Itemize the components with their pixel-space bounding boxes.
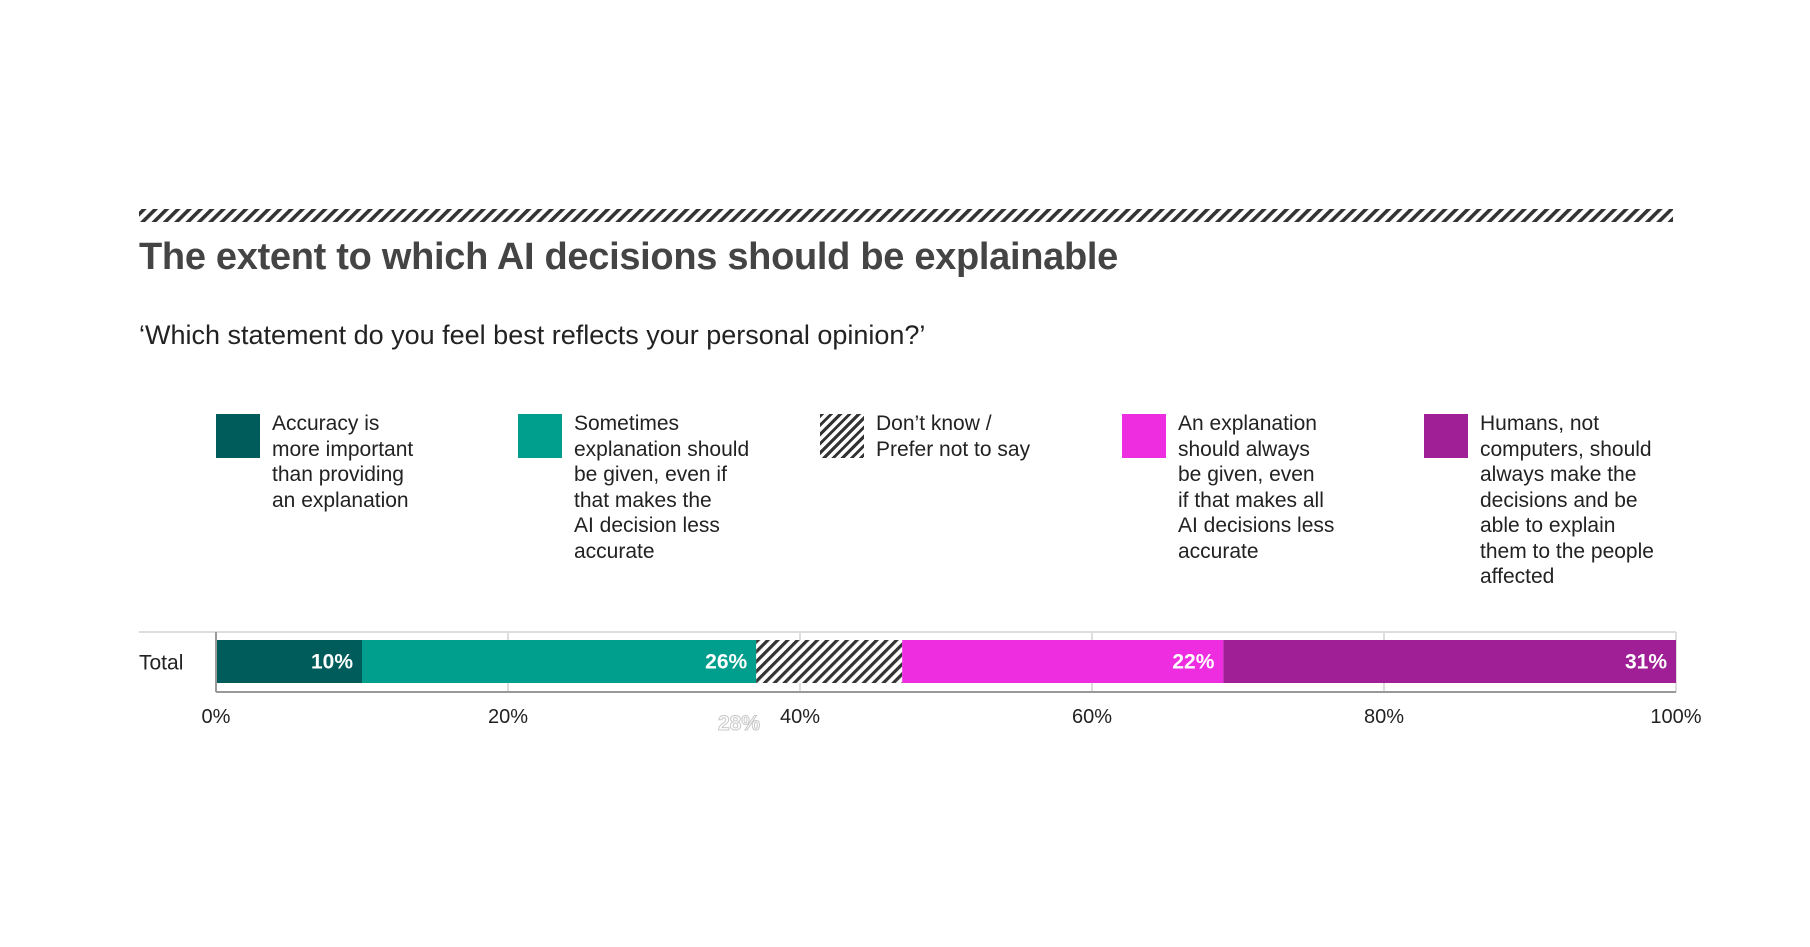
legend-item-humans: Humans, not computers, should always mak… <box>1424 412 1680 590</box>
legend-swatch <box>518 414 562 458</box>
data-label-3: 22% <box>1172 651 1214 674</box>
category-label: Total <box>139 652 183 675</box>
legend-swatch <box>820 414 864 458</box>
top-hatch-rule <box>139 209 1673 222</box>
bar-segment-0 <box>216 640 362 683</box>
bar-segment-1 <box>362 640 757 683</box>
bar-layer: 10% 26% 22% 31% <box>216 640 1676 683</box>
chart-title: The extent to which AI decisions should … <box>139 236 1119 278</box>
bar-segment-3 <box>902 640 1224 683</box>
bar-segment-2 <box>756 640 903 683</box>
legend-item-sometimes: Sometimes explanation should be given, e… <box>518 412 774 564</box>
data-label-4: 31% <box>1625 651 1667 674</box>
legend-label: Don’t know / Prefer not to say <box>876 412 1031 461</box>
legend-item-always-explain: An explanation should always be given, e… <box>1122 412 1378 564</box>
chart-subtitle: ‘Which statement do you feel best reflec… <box>139 320 926 350</box>
legend-label: An explanation should always be given, e… <box>1178 412 1335 563</box>
x-tick-label: 40% <box>780 706 820 728</box>
bar-segment-4 <box>1223 640 1676 683</box>
legend-label: Humans, not computers, should always mak… <box>1480 412 1654 588</box>
data-label-0: 10% <box>311 651 353 674</box>
data-label-1: 26% <box>705 651 747 674</box>
legend-item-dont-know: Don’t know / Prefer not to say <box>820 412 1076 462</box>
legend-swatch <box>216 414 260 458</box>
legend-item-accuracy: Accuracy is more important than providin… <box>216 412 472 513</box>
legend-swatch <box>1122 414 1166 458</box>
stray-data-label: 28% <box>718 712 760 735</box>
axis-layer: Total 0% 20% 40% 60% 80% 100% 28% <box>139 632 1702 736</box>
x-tick-label: 80% <box>1364 706 1404 728</box>
x-tick-label: 60% <box>1072 706 1112 728</box>
x-tick-label: 20% <box>488 706 528 728</box>
legend-label: Sometimes explanation should be given, e… <box>574 412 750 563</box>
legend-swatch <box>1424 414 1468 458</box>
x-tick-label: 100% <box>1650 706 1701 728</box>
x-tick-label: 0% <box>202 706 231 728</box>
legend-label: Accuracy is more important than providin… <box>272 412 414 512</box>
